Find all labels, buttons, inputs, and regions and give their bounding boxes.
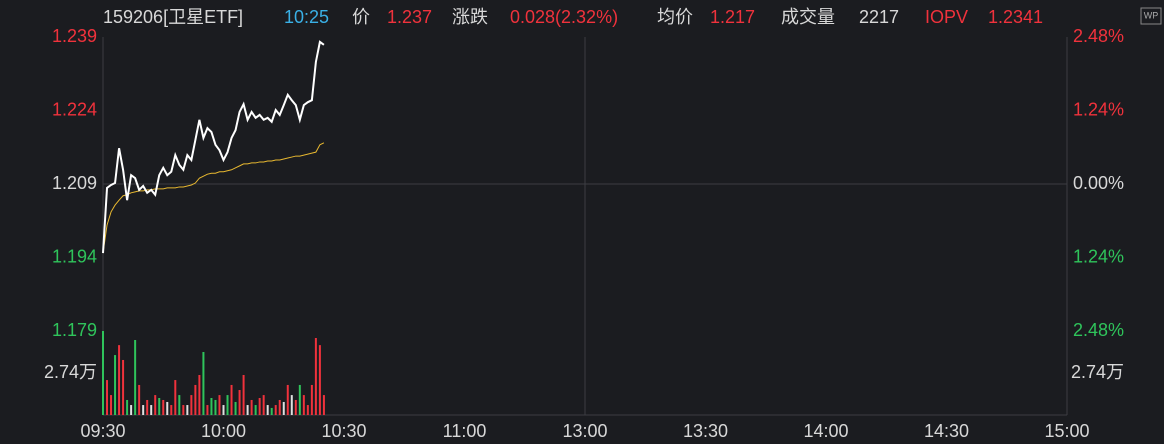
price: 1.237 [387, 7, 432, 27]
volume-label: 成交量 [781, 7, 835, 27]
y2-tick-label: 2.48% [1073, 320, 1124, 340]
price-line [102, 142, 325, 254]
logo-box [1140, 7, 1162, 25]
y-tick-label: 1.179 [52, 320, 97, 340]
x-tick-label: 11:00 [443, 421, 487, 441]
x-tick-label: 10:30 [321, 421, 366, 441]
time: 10:25 [284, 7, 329, 27]
x-tick-label: 15:00 [1044, 421, 1089, 441]
x-tick-label: 10:00 [201, 421, 246, 441]
x-tick-label: 09:30 [80, 421, 125, 441]
avg-label: 均价 [657, 7, 693, 27]
iopv-label: IOPV [925, 7, 968, 27]
y2-tick-label: 2.48% [1073, 26, 1124, 46]
y2-tick-label: 1.24% [1073, 246, 1124, 266]
x-tick-label: 13:00 [562, 421, 607, 441]
y-tick-label: 1.209 [52, 173, 97, 193]
avg: 1.217 [710, 7, 755, 27]
price-line [102, 40, 325, 254]
iopv: 1.2341 [988, 7, 1043, 27]
y-tick-label: 1.239 [52, 26, 97, 46]
change-label: 涨跌 [452, 7, 488, 27]
x-tick-label: 14:00 [803, 421, 848, 441]
x-tick-label: 13:30 [683, 421, 728, 441]
x-tick-label: 14:30 [924, 421, 969, 441]
y2-tick-label: 0.00% [1073, 173, 1124, 193]
logo: WP [1144, 10, 1159, 20]
volume-tick-label: 2.74万 [44, 362, 97, 382]
volume: 2217 [859, 7, 899, 27]
y-tick-label: 1.224 [52, 99, 97, 119]
y-tick-label: 1.194 [52, 246, 97, 266]
price-label: 价 [352, 7, 370, 27]
y2-tick-label: 1.24% [1073, 99, 1124, 119]
change: 0.028(2.32%) [510, 7, 618, 27]
code: 159206[卫星ETF] [103, 7, 243, 27]
volume-tick-label: 2.74万 [1071, 362, 1124, 382]
